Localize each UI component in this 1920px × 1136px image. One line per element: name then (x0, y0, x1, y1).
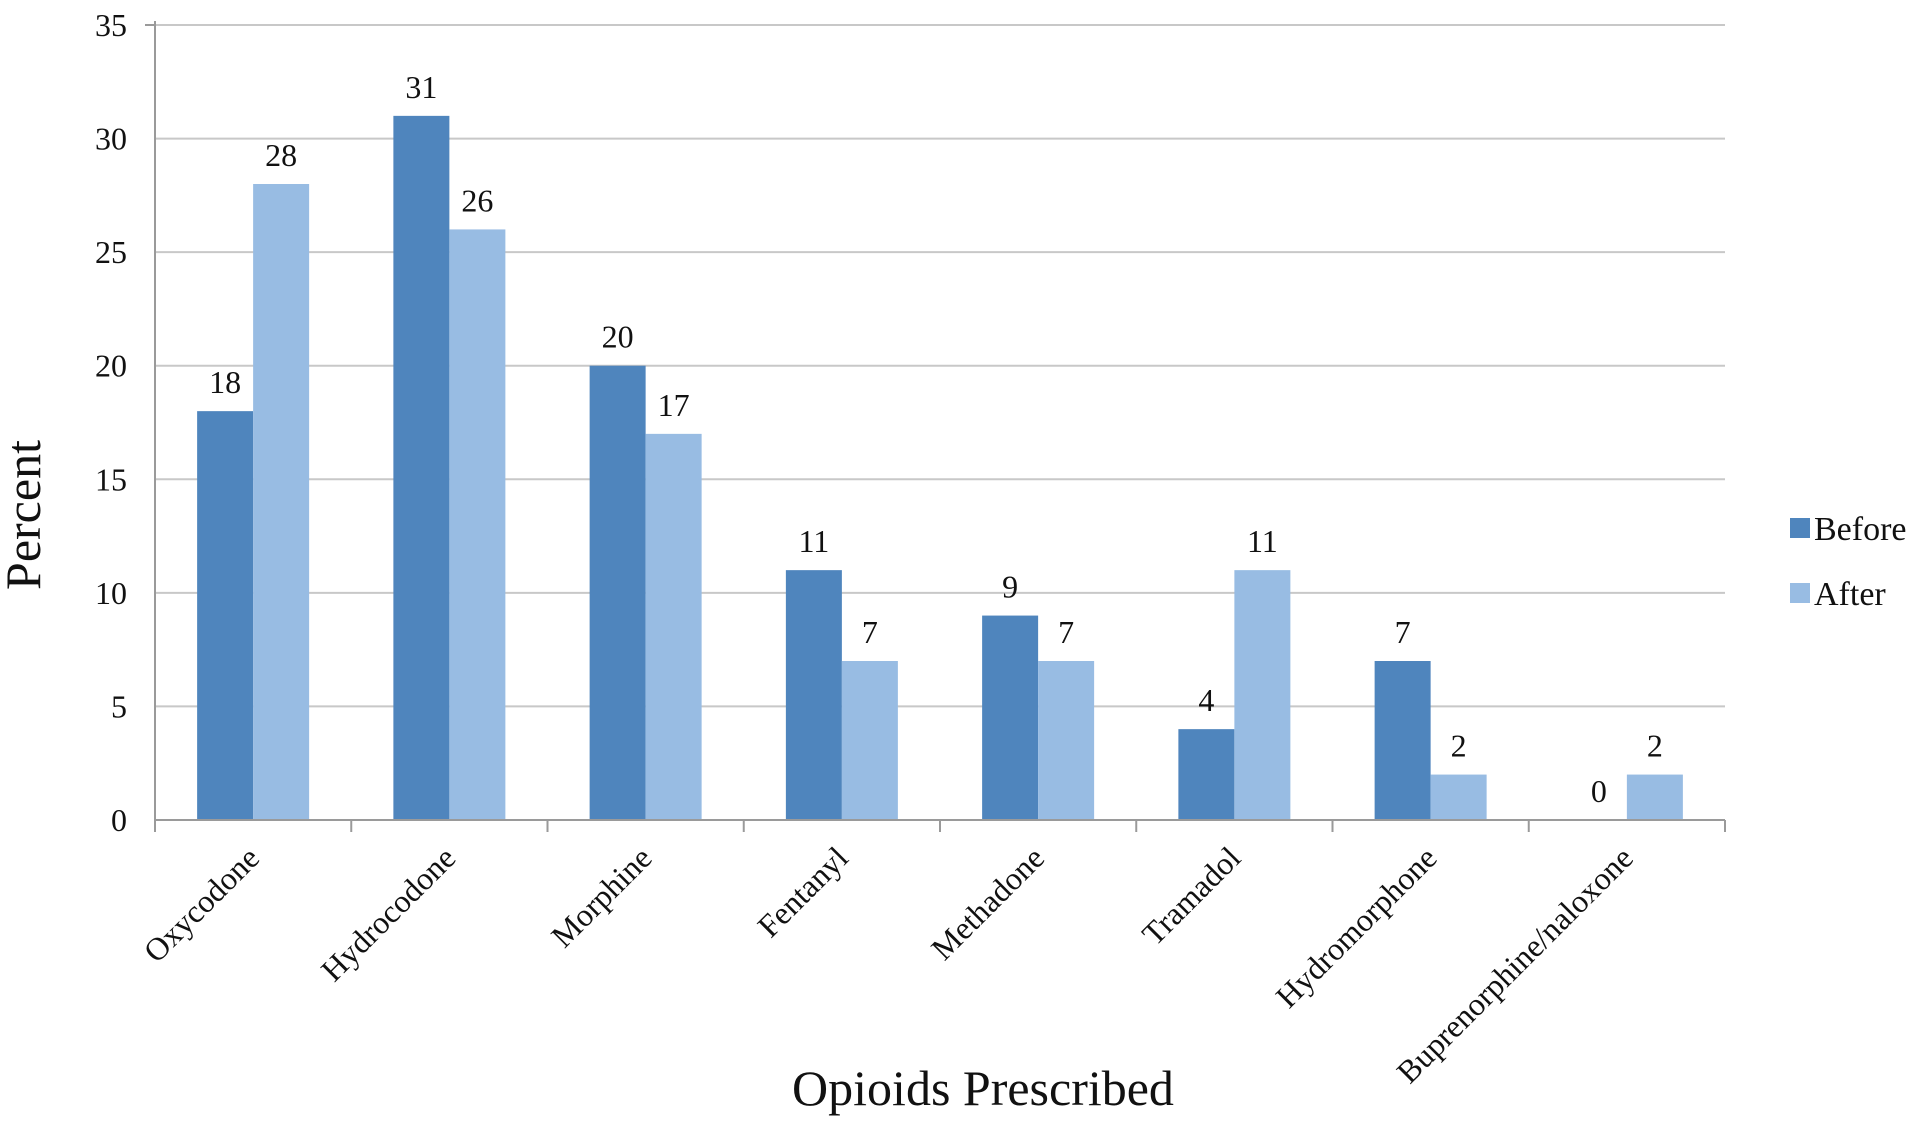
legend-swatch-before (1790, 518, 1810, 538)
data-label: 2 (1647, 728, 1663, 764)
y-tick-label: 15 (95, 461, 127, 497)
data-label: 11 (798, 523, 829, 559)
x-tick-label: Morphine (544, 839, 659, 954)
data-label: 4 (1198, 682, 1214, 718)
y-tick-label: 25 (95, 234, 127, 270)
x-tick-label: Oxycodone (136, 839, 266, 969)
y-tick-label: 0 (111, 802, 127, 838)
data-label: 0 (1591, 773, 1607, 809)
y-axis-title: Percent (0, 440, 51, 590)
bar-after-oxycodone (253, 184, 310, 820)
data-label: 17 (658, 387, 690, 423)
x-tick-label: Hydromorphone (1269, 839, 1444, 1014)
legend-label-before: Before (1814, 511, 1907, 548)
y-tick-label: 10 (95, 575, 127, 611)
data-label: 7 (1058, 614, 1074, 650)
legend-swatch-after (1790, 583, 1810, 603)
bars (197, 115, 1683, 821)
bar-before-hydromorphone (1374, 661, 1431, 820)
legend: Before After (1790, 511, 1907, 613)
x-axis-title: Opioids Prescribed (792, 1060, 1174, 1116)
bar-before-morphine (589, 365, 646, 820)
data-label: 26 (461, 182, 493, 218)
bar-before-tramadol (1178, 729, 1235, 820)
x-tick-labels: Oxycodone Hydrocodone Morphine Fentanyl Meth… (136, 839, 1640, 1089)
data-label: 9 (1002, 569, 1018, 605)
bar-after-tramadol (1234, 570, 1291, 820)
data-label: 18 (209, 364, 241, 400)
x-tick-label: Tramadol (1135, 839, 1248, 952)
y-tick-label: 20 (95, 348, 127, 384)
bar-after-methadone (1038, 661, 1095, 820)
bar-after-hydromorphone (1430, 774, 1487, 820)
bar-before-methadone (982, 615, 1039, 820)
bar-after-morphine (645, 433, 702, 820)
data-label: 20 (602, 319, 634, 355)
y-tick-labels: 0 5 10 15 20 25 30 35 (95, 7, 127, 838)
data-label: 11 (1247, 523, 1278, 559)
legend-label-after: After (1814, 576, 1886, 613)
x-tick-label: Methadone (924, 839, 1051, 966)
bar-before-oxycodone (197, 411, 254, 820)
gridlines (155, 24, 1725, 708)
bar-after-hydrocodone (449, 229, 506, 820)
data-label: 31 (405, 69, 437, 105)
bar-after-buprenorphine-naloxone (1626, 774, 1683, 820)
y-tick-label: 30 (95, 121, 127, 157)
data-label: 28 (265, 137, 297, 173)
data-label: 7 (1395, 614, 1411, 650)
x-tick-label: Hydrocodone (314, 839, 463, 988)
bar-before-hydrocodone (393, 115, 450, 821)
y-tick-label: 5 (111, 688, 127, 724)
data-label: 7 (862, 614, 878, 650)
bar-before-fentanyl (785, 570, 842, 820)
y-tick-label: 35 (95, 7, 127, 43)
data-label: 2 (1451, 728, 1467, 764)
bar-after-fentanyl (841, 661, 898, 820)
x-tick-label: Fentanyl (750, 839, 855, 944)
axes (145, 21, 1726, 832)
